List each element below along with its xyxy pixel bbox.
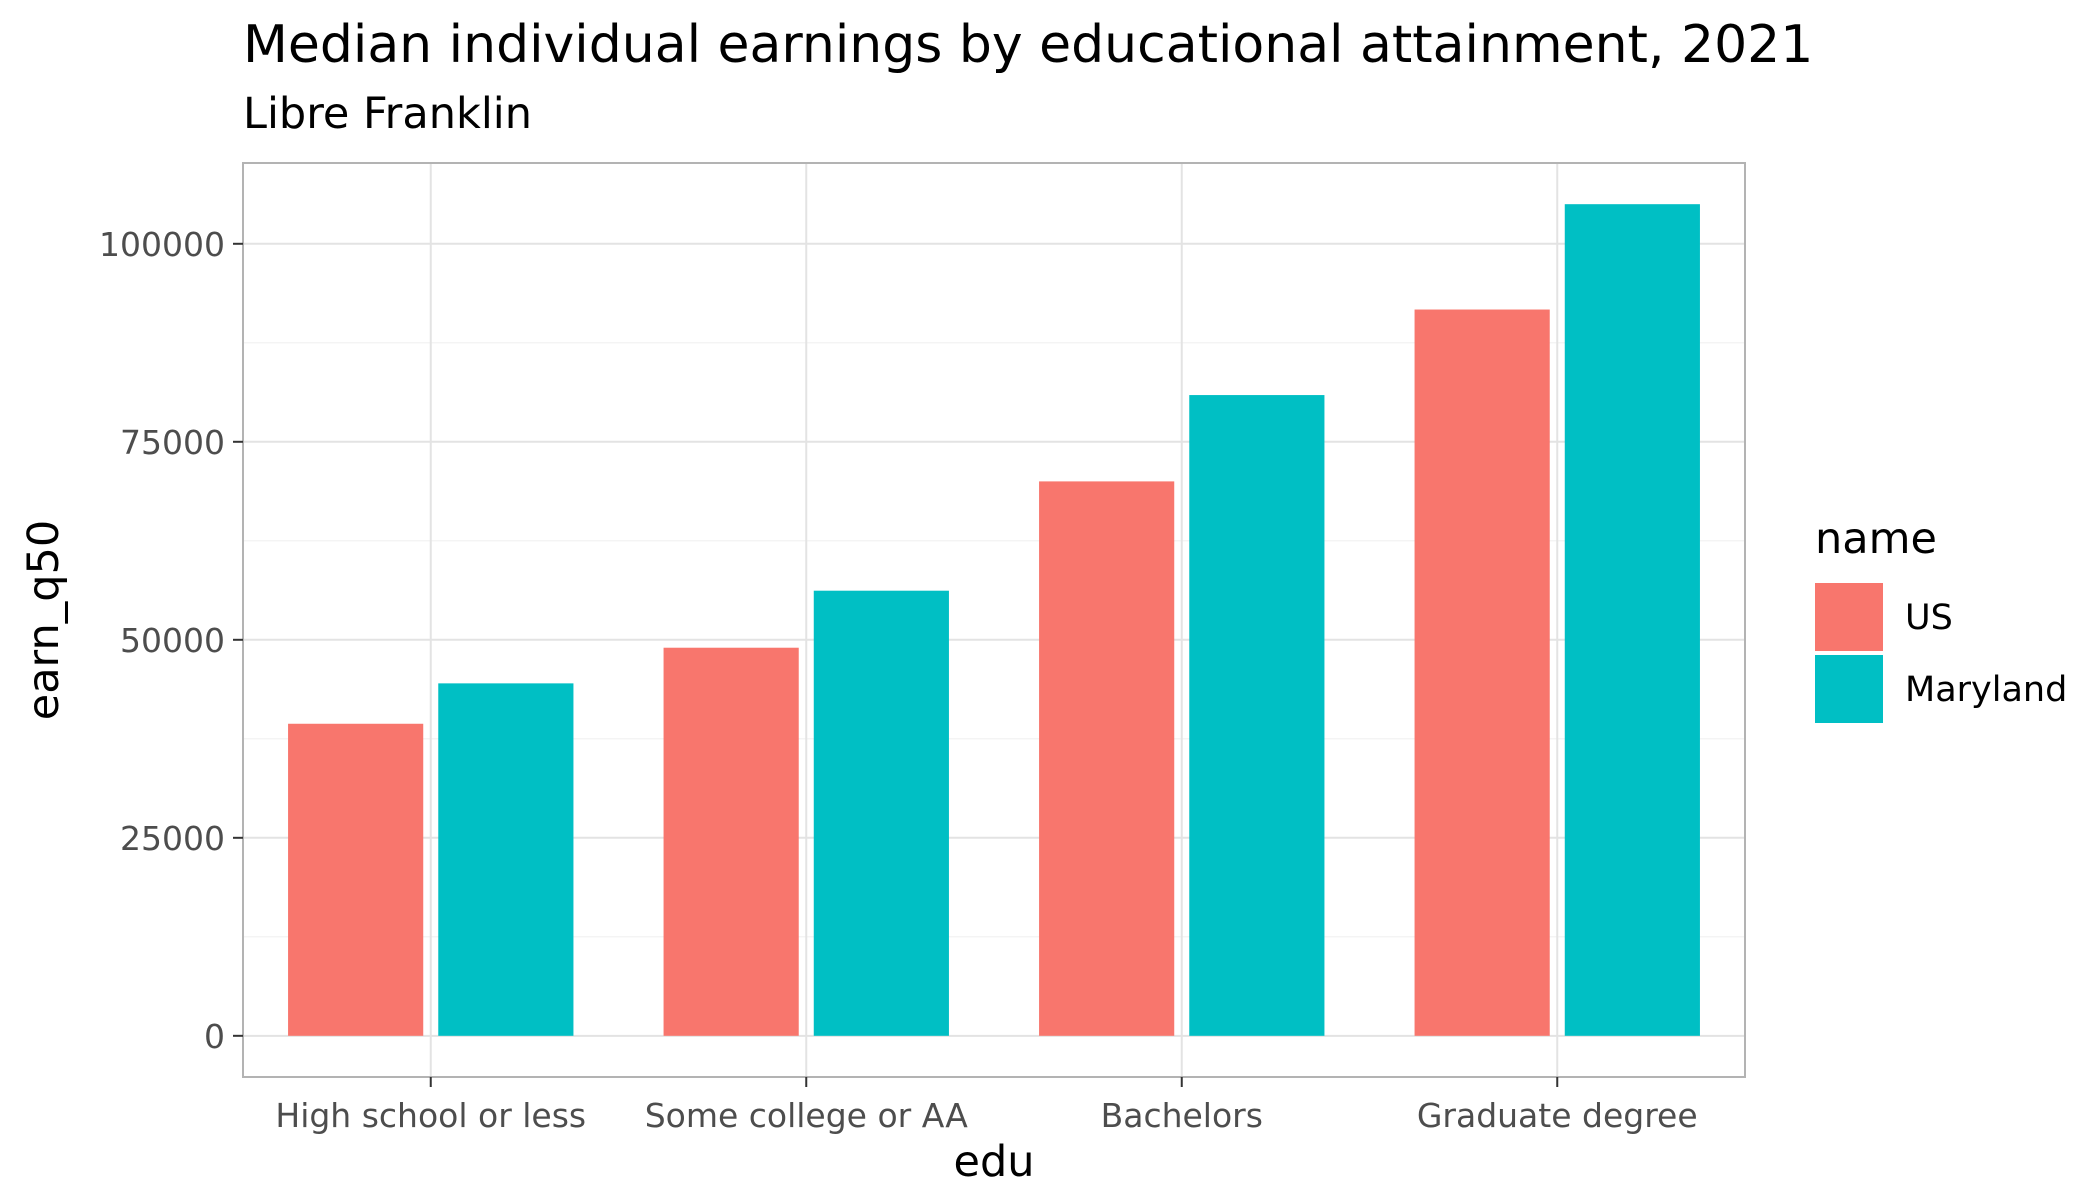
x-tick-label: Some college or AA xyxy=(645,1096,969,1135)
bar-us xyxy=(1039,481,1175,1036)
x-tick-label: Bachelors xyxy=(1101,1096,1263,1135)
x-tick-label: Graduate degree xyxy=(1417,1096,1698,1135)
legend-label: Maryland xyxy=(1905,670,2067,710)
bar-maryland xyxy=(1564,204,1700,1036)
y-tick-label: 0 xyxy=(204,1017,225,1056)
x-axis-title: edu xyxy=(953,1137,1034,1187)
y-tick-label: 50000 xyxy=(120,621,225,660)
bar-us xyxy=(1414,309,1550,1036)
x-tick-label: High school or less xyxy=(275,1096,586,1135)
bar-marks xyxy=(288,204,1700,1036)
plot-panel-border xyxy=(242,162,1746,1078)
legend-key-us xyxy=(1815,583,1883,651)
bar-us xyxy=(663,647,799,1036)
legend-title: name xyxy=(1815,514,1937,564)
chart-subtitle: Libre Franklin xyxy=(243,89,532,139)
legend-label: US xyxy=(1905,598,1953,638)
y-tick-label: 100000 xyxy=(99,225,225,264)
axis-ticks: 0 25000 50000 75000 100000 High school or les… xyxy=(99,225,1698,1135)
bar-maryland xyxy=(438,683,574,1036)
y-tick-label: 75000 xyxy=(120,423,225,462)
bar-us xyxy=(288,723,424,1036)
legend-key-maryland xyxy=(1815,655,1883,723)
chart-title: Median individual earnings by educationa… xyxy=(243,15,1813,75)
bar-maryland xyxy=(1189,395,1325,1036)
y-axis-title: earn_q50 xyxy=(19,520,69,721)
legend: US Maryland xyxy=(1815,583,2067,723)
y-tick-label: 25000 xyxy=(120,819,225,858)
bar-maryland xyxy=(813,590,949,1036)
